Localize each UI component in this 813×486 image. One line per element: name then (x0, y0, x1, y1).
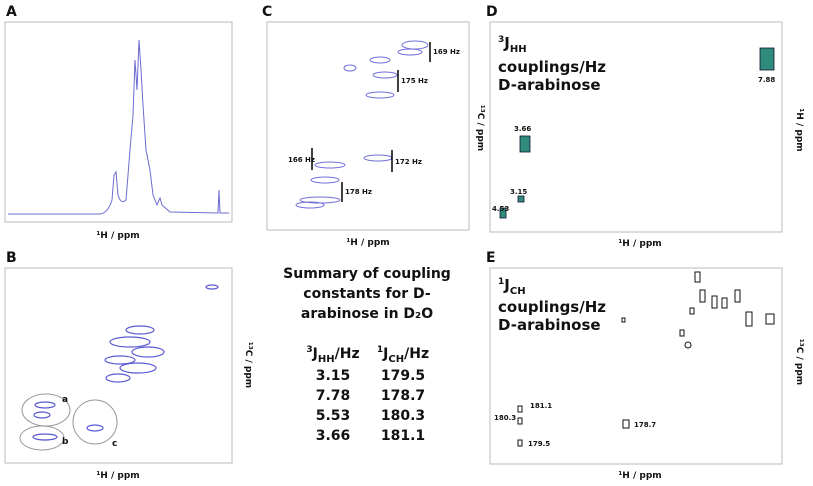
panel-heading: 1JCH (498, 276, 526, 297)
table-cell: 5.53 (316, 408, 351, 424)
header-j: J (312, 346, 318, 362)
column-header: 3JHH/Hz (306, 345, 359, 365)
heading-j: J (503, 34, 510, 52)
axis-label: ¹³C / ppm (243, 342, 253, 388)
summary-title: constants for D- (303, 286, 431, 302)
table-cell: 7.78 (316, 388, 351, 404)
annotation: 3.66 (514, 125, 531, 133)
table-cell: 180.3 (381, 408, 425, 424)
axis-label: ¹H / ppm (794, 108, 804, 151)
superscript: 3 (498, 35, 504, 45)
column-header: 1JCH/Hz (377, 345, 429, 365)
axis-label: ¹H / ppm (96, 231, 139, 241)
annotation: 3.15 (510, 188, 527, 196)
contours (32, 284, 219, 441)
panel-label: A (6, 4, 17, 20)
plot-frame (489, 21, 783, 233)
summary-table: Summary of coupling constants for D-arabi… (283, 266, 451, 444)
region-label: c (112, 439, 117, 449)
axis-label: ¹³C / ppm (475, 105, 485, 151)
panel-heading: couplings/Hz (498, 58, 606, 76)
table-cell: 3.15 (316, 368, 351, 384)
annotation: 7.88 (758, 76, 775, 84)
annotation: 180.3 (494, 414, 516, 422)
summary-title: arabinose in D₂O (301, 306, 433, 322)
table-cell: 3.66 (316, 428, 351, 444)
panel-heading: couplings/Hz (498, 298, 606, 316)
table-cell: 179.5 (381, 368, 425, 384)
plot-frame (4, 267, 233, 464)
subscript: HH (318, 354, 335, 365)
subscript: CH (388, 354, 404, 365)
coupling-arrows (311, 42, 431, 202)
axis-label: ¹H / ppm (618, 239, 661, 249)
plot-frame (489, 267, 783, 465)
annotation: 169 Hz (433, 48, 460, 56)
cross-peaks (517, 271, 775, 447)
panel-heading: 3JHH (498, 34, 527, 55)
axis-label: ¹H / ppm (346, 238, 389, 248)
annotation: 181.1 (530, 402, 552, 410)
region-label: a (62, 395, 68, 405)
subscript: HH (510, 44, 527, 55)
header-unit: /Hz (335, 346, 360, 362)
heading-j: J (503, 276, 510, 294)
plot-frame (4, 21, 233, 223)
region-circles (19, 393, 118, 451)
annotation: 4.53 (492, 205, 509, 213)
spectrum-1d (8, 39, 229, 215)
plot-frame (266, 21, 470, 231)
contours (295, 40, 429, 209)
header-unit: /Hz (404, 346, 429, 362)
annotation: 179.5 (528, 440, 550, 448)
panel-heading: D-arabinose (498, 76, 601, 94)
panel-heading: D-arabinose (498, 316, 601, 334)
subscript: CH (510, 286, 526, 297)
panel-label: C (262, 4, 272, 20)
table-cell: 178.7 (381, 388, 425, 404)
annotation: 175 Hz (401, 77, 428, 85)
annotation: 166 Hz (288, 156, 315, 164)
summary-title: Summary of coupling (283, 266, 451, 282)
panel-label: D (486, 4, 498, 20)
annotation: 178.7 (634, 421, 656, 429)
superscript: 1 (498, 277, 504, 287)
panel-label: B (6, 250, 17, 266)
cross-peaks (499, 47, 775, 219)
region-label: b (62, 437, 69, 447)
superscript: 3 (306, 345, 312, 355)
superscript: 1 (377, 345, 383, 355)
panel-label: E (486, 250, 496, 266)
axis-label: ¹H / ppm (618, 471, 661, 481)
axis-label: ¹H / ppm (96, 471, 139, 481)
table-cell: 181.1 (381, 428, 425, 444)
axis-label: ¹³C / ppm (794, 339, 804, 385)
annotation: 178 Hz (345, 188, 372, 196)
header-j: J (382, 346, 388, 362)
annotation: 172 Hz (395, 158, 422, 166)
